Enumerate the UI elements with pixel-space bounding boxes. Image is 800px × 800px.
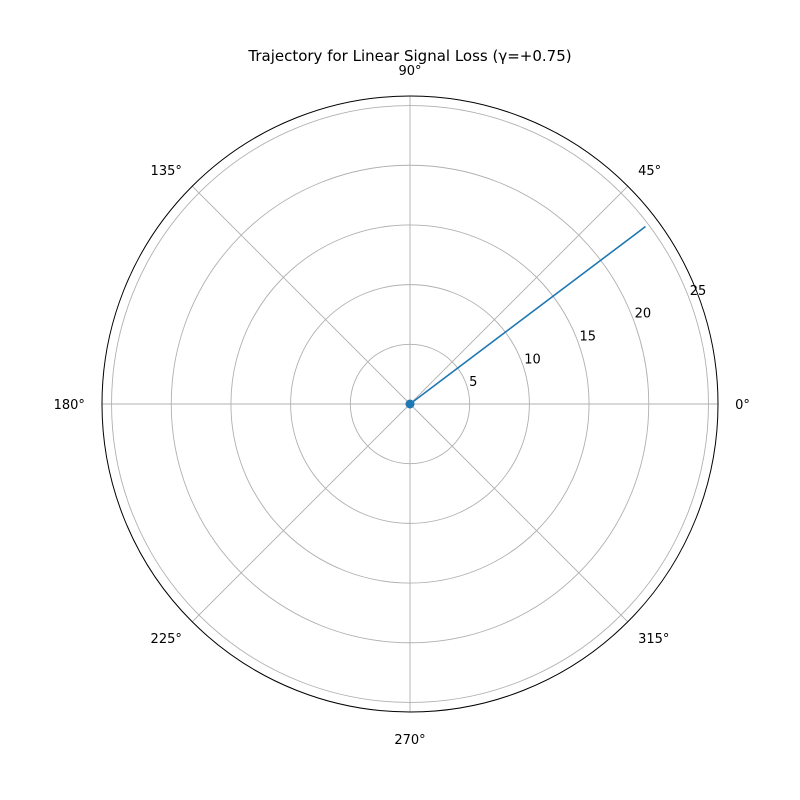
chart-title: Trajectory for Linear Signal Loss (γ=+0.…: [247, 47, 571, 65]
series-layer: [405, 225, 646, 409]
theta-tick-label-135: 135°: [151, 164, 182, 179]
theta-tick-label-270: 270°: [394, 733, 425, 748]
theta-tick-label-225: 225°: [151, 632, 182, 647]
r-tick-label-10: 10: [524, 352, 541, 367]
series-0-start-marker: [405, 399, 415, 409]
theta-gridline-315: [409, 403, 629, 623]
r-tick-label-20: 20: [635, 307, 652, 322]
r-tick-label-25: 25: [690, 284, 707, 299]
series-0-line: [409, 225, 646, 405]
label-layer: 0° 45° 90° 135° 180° 225° 270° 315° 5 10 15 20 25: [54, 64, 750, 748]
r-tick-label-15: 15: [579, 329, 596, 344]
theta-gridline-135: [191, 185, 411, 405]
polar-frame: [101, 95, 719, 713]
theta-gridline-225: [191, 403, 411, 623]
theta-tick-label-180: 180°: [54, 398, 85, 413]
theta-tick-label-90: 90°: [398, 64, 421, 79]
grid-layer: [101, 95, 719, 713]
theta-tick-label-315: 315°: [638, 632, 669, 647]
theta-tick-label-0: 0°: [735, 398, 750, 413]
theta-tick-label-45: 45°: [638, 164, 661, 179]
theta-gridline-45: [409, 185, 629, 405]
r-tick-label-5: 5: [469, 375, 477, 390]
